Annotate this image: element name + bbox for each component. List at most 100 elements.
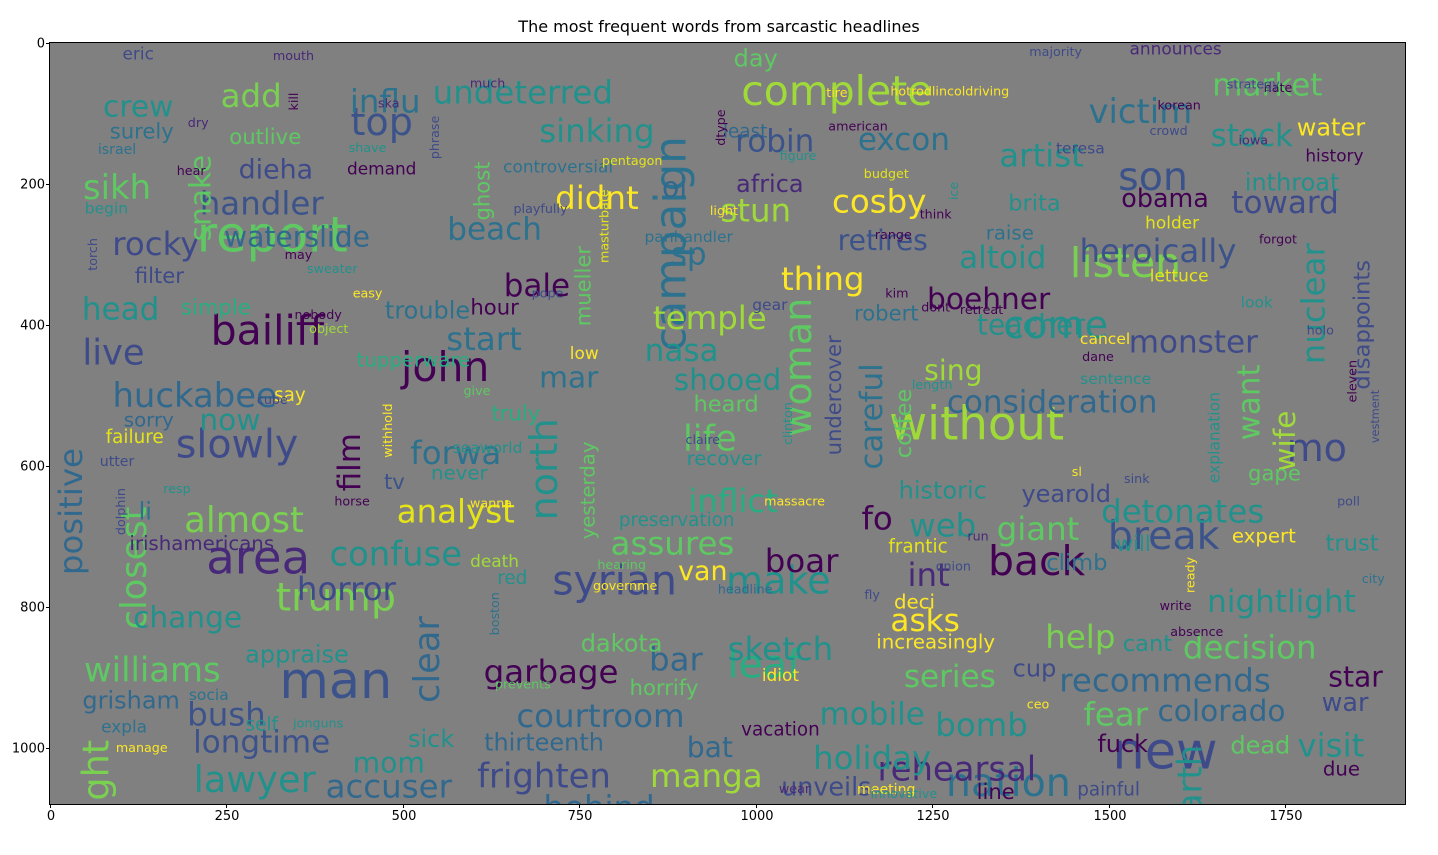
word-star: star (1328, 661, 1383, 694)
word-nasa: nasa (645, 333, 719, 369)
word-pentagon: pentagon (602, 153, 663, 168)
word-ska: ska (378, 95, 400, 110)
word-campaign: campaign (646, 136, 697, 351)
word-bat: bat (687, 731, 733, 764)
x-tick-mark (932, 804, 933, 808)
word-torch: torch (85, 238, 100, 271)
x-tick-label: 500 (391, 809, 417, 824)
word-mobile: mobile (820, 697, 925, 733)
word-budget: budget (864, 166, 909, 181)
word-teacher: teacher (977, 308, 1085, 341)
word-brita: brita (1008, 191, 1061, 217)
word-courtroom: courtroom (516, 697, 684, 735)
plot-area: report campaign man area without new complete b… (49, 42, 1406, 805)
word-without: without (889, 397, 1064, 451)
word-back: back (988, 537, 1086, 585)
word-say: say (274, 385, 306, 406)
word-positive: positive (52, 448, 90, 575)
word-poll: poll (1337, 494, 1360, 509)
word-kill: kill (286, 93, 301, 111)
word-garbage: garbage (484, 653, 619, 691)
word-resp: resp (163, 481, 190, 496)
word-shooed: shooed (674, 363, 782, 397)
word-williams: williams (84, 651, 221, 690)
word-dane: dane (1082, 349, 1114, 364)
word-majority: majority (1029, 44, 1082, 59)
word-shave: shave (349, 140, 387, 155)
word-eric: eric (123, 44, 154, 64)
word-sp: sp (671, 236, 707, 272)
word-come: come (1003, 303, 1108, 347)
word-massacre: massacre (764, 494, 825, 509)
word-prevents: prevents (495, 677, 551, 692)
word-consideration: consideration (947, 384, 1158, 420)
word-governme: governme (593, 578, 658, 593)
word-robin: robin (735, 124, 814, 160)
word-area: area (206, 530, 310, 584)
x-tick-label: 0 (46, 809, 56, 824)
word-accuser: accuser (326, 767, 453, 804)
word-holo: holo (1307, 322, 1334, 337)
y-tick-label: 400 (20, 318, 45, 334)
y-tick-label: 0 (36, 36, 45, 52)
word-tv: tv (384, 469, 405, 494)
word-panhandler: panhandler (644, 228, 733, 246)
word-recover: recover (687, 447, 763, 470)
word-crowd: crowd (1150, 123, 1188, 138)
word-john: john (400, 343, 489, 391)
y-tick-mark (46, 325, 50, 326)
word-recommends: recommends (1059, 662, 1271, 700)
word-live: live (82, 333, 144, 374)
word-detonates: detonates (1101, 493, 1264, 531)
word-outlive: outlive (229, 124, 301, 149)
word-withhold: withhold (380, 403, 395, 457)
word-meeting: meeting (857, 782, 915, 798)
word-make: make (726, 559, 831, 603)
word-water: water (1297, 114, 1365, 142)
word-life: life (683, 419, 737, 460)
word-red: red (497, 568, 527, 589)
word-ready: ready (1182, 556, 1197, 593)
word-wanna: wanna (470, 496, 512, 511)
word-truly: truly (491, 400, 540, 425)
y-tick-label: 800 (20, 600, 45, 616)
word-mo: mo (1287, 426, 1347, 470)
word-bush: bush (187, 696, 266, 734)
word-almost: almost (184, 500, 304, 541)
y-tick-mark (46, 748, 50, 749)
word-hate: hate (1264, 80, 1293, 95)
word-tupperware: tupperware (357, 349, 471, 372)
word-undeterred: undeterred (433, 73, 613, 111)
word-sikh: sikh (83, 168, 151, 207)
word-sink: sink (1124, 471, 1150, 486)
word-cup: cup (1013, 655, 1057, 683)
word-horrify: horrify (630, 675, 699, 700)
word-web: web (909, 507, 976, 545)
word-lettuce: lettuce (1150, 266, 1209, 286)
word-dry: dry (188, 115, 209, 130)
word-cant: cant (1123, 631, 1173, 657)
word-series: series (904, 659, 996, 695)
word-never: never (431, 461, 489, 484)
x-tick-mark (1109, 804, 1110, 808)
word-wife: wife (1268, 411, 1302, 472)
word-mouth: mouth (273, 48, 314, 63)
word-day: day (734, 45, 778, 73)
word-decision: decision (1183, 629, 1317, 667)
word-deci: deci (894, 590, 935, 613)
word-cube: cube (257, 392, 288, 407)
word-historic: historic (899, 476, 987, 504)
word-teresa: teresa (1056, 140, 1105, 158)
word-bar: bar (649, 641, 703, 679)
word-assures: assures (611, 524, 735, 562)
word-retreat: retreat (960, 302, 1003, 317)
word-change: change (133, 600, 242, 634)
word-trump: trump (276, 575, 396, 621)
word-death: death (470, 551, 519, 571)
word-start: start (446, 320, 522, 358)
y-tick-label: 200 (20, 177, 45, 193)
word-american: american (828, 119, 888, 134)
word-lawyer: lawyer (194, 758, 317, 801)
word-longtime: longtime (193, 725, 330, 761)
word-frighten: frighten (477, 756, 611, 795)
